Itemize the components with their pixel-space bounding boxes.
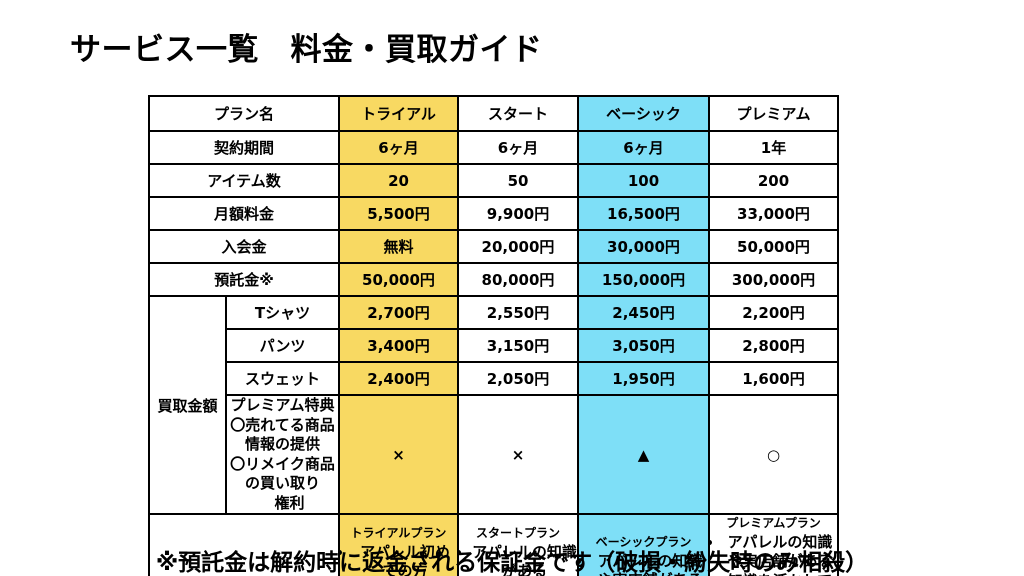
value-cell: 2,800円 bbox=[708, 328, 839, 363]
value-cell: 6ヶ月 bbox=[338, 130, 459, 165]
value-cell: 2,400円 bbox=[338, 361, 459, 396]
table-row-monthly-fee: 月額料金 5,500円 9,900円 16,500円 33,000円 bbox=[148, 196, 839, 231]
bullet: アパレルの知識や実店舗がある bbox=[723, 533, 836, 571]
plan-header-start: スタート bbox=[457, 95, 579, 132]
bullet: アパレル初めての方 bbox=[353, 543, 456, 576]
value-cell: 20,000円 bbox=[457, 229, 579, 264]
value-cell: 33,000円 bbox=[708, 196, 839, 231]
premium-benefit-label: プレミアム特典 〇売れてる商品情報の提供 〇リメイク商品の買い取り 権利 bbox=[225, 394, 340, 515]
row-label: 契約期間 bbox=[148, 130, 340, 165]
table-row-admission-fee: 入会金 無料 20,000円 30,000円 50,000円 bbox=[148, 229, 839, 264]
table-row-buyback-sweat: スウェット 2,400円 2,050円 1,950円 1,600円 bbox=[149, 361, 839, 396]
plan-header-premium: プレミアム bbox=[708, 95, 839, 132]
value-cell: 無料 bbox=[338, 229, 459, 264]
description-start-bullets: アパレルの知識がある ある程度のボリュームをつけながら、当店商品を満遍なく選びた… bbox=[460, 543, 576, 576]
value-cell: 100 bbox=[577, 163, 710, 198]
plan-header-basic: ベーシック bbox=[577, 95, 710, 132]
value-cell: 50,000円 bbox=[708, 229, 839, 264]
row-label: 月額料金 bbox=[148, 196, 340, 231]
value-cell: 2,450円 bbox=[577, 295, 710, 330]
table-row-contract-period: 契約期間 6ヶ月 6ヶ月 6ヶ月 1年 bbox=[148, 130, 839, 165]
row-label: 入会金 bbox=[148, 229, 340, 264]
benefit-symbol-trial: × bbox=[338, 394, 459, 515]
buyback-item-label: Tシャツ bbox=[225, 295, 340, 330]
plan-header-trial: トライアル bbox=[338, 95, 459, 132]
description-basic: ベーシックプラン アパレルの知識や実店舗がある 当店商品を満遍なく選びたい方 リ… bbox=[577, 513, 710, 576]
buyback-group-label: 買取金額 bbox=[148, 295, 227, 515]
table-row-buyback-tshirt: 買取金額 Tシャツ 2,700円 2,550円 2,450円 2,200円 bbox=[148, 295, 839, 515]
value-cell: 2,200円 bbox=[708, 295, 839, 330]
table-row-plan-description: プラン説明 トライアルプラン アパレル初めての方 お手持ちの商品に併せてお手軽に… bbox=[148, 513, 839, 576]
bullet: アパレルの知識がある bbox=[472, 543, 576, 576]
premium-benefit-line: 権利 bbox=[274, 493, 305, 512]
plan-name-header: プラン名 bbox=[148, 95, 340, 132]
description-premium: プレミアムプラン アパレルの知識や実店舗がある 知識を活かして売れ筋を選びながら… bbox=[708, 513, 839, 576]
bullet: アパレルの知識や実店舗がある bbox=[592, 552, 707, 576]
description-trial: トライアルプラン アパレル初めての方 お手持ちの商品に併せてお手軽にボリュームを… bbox=[338, 513, 459, 576]
description-start: スタートプラン アパレルの知識がある ある程度のボリュームをつけながら、当店商品… bbox=[457, 513, 579, 576]
value-cell: 150,000円 bbox=[577, 262, 710, 297]
value-cell: 1,600円 bbox=[708, 361, 839, 396]
description-premium-bullets: アパレルの知識や実店舗がある 知識を活かして売れ筋を選びながら販売したい方 リメ… bbox=[711, 533, 836, 576]
value-cell: 9,900円 bbox=[457, 196, 579, 231]
value-cell: 6ヶ月 bbox=[457, 130, 579, 165]
value-cell: 2,050円 bbox=[457, 361, 579, 396]
benefit-symbol-premium: ○ bbox=[708, 394, 839, 515]
value-cell: 3,150円 bbox=[457, 328, 579, 363]
description-trial-title: トライアルプラン bbox=[350, 525, 447, 540]
description-basic-title: ベーシックプラン bbox=[595, 534, 692, 549]
description-start-title: スタートプラン bbox=[475, 525, 560, 540]
value-cell: 80,000円 bbox=[457, 262, 579, 297]
page-title: サービス一覧 料金・買取ガイド bbox=[70, 32, 543, 68]
value-cell: 6ヶ月 bbox=[577, 130, 710, 165]
value-cell: 1,950円 bbox=[577, 361, 710, 396]
value-cell: 2,700円 bbox=[338, 295, 459, 330]
value-cell: 1年 bbox=[708, 130, 839, 165]
row-label: 預託金※ bbox=[148, 262, 340, 297]
deposit-footnote: ※預託金は解約時に返金される保証金です（破損・紛失時のみ相殺） bbox=[155, 550, 869, 576]
value-cell: 3,400円 bbox=[338, 328, 459, 363]
description-trial-bullets: アパレル初めての方 お手持ちの商品に併せてお手軽にボリュームをつけたい方 bbox=[341, 543, 456, 576]
value-cell: 50,000円 bbox=[338, 262, 459, 297]
table-row-buyback-pants: パンツ 3,400円 3,150円 3,050円 2,800円 bbox=[149, 328, 839, 363]
value-cell: 3,050円 bbox=[577, 328, 710, 363]
value-cell: 30,000円 bbox=[577, 229, 710, 264]
value-cell: 50 bbox=[457, 163, 579, 198]
value-cell: 200 bbox=[708, 163, 839, 198]
value-cell: 16,500円 bbox=[577, 196, 710, 231]
value-cell: 300,000円 bbox=[708, 262, 839, 297]
description-basic-bullets: アパレルの知識や実店舗がある 当店商品を満遍なく選びたい方 リメイク商品に興味が… bbox=[580, 552, 707, 576]
buyback-item-label: パンツ bbox=[225, 328, 340, 363]
bullet: 知識を活かして売れ筋を選びながら販売したい方 bbox=[723, 572, 836, 576]
value-cell: 2,550円 bbox=[457, 295, 579, 330]
buyback-item-label: スウェット bbox=[225, 361, 340, 396]
row-label: アイテム数 bbox=[148, 163, 340, 198]
premium-benefit-line: 〇売れてる商品情報の提供 bbox=[230, 415, 335, 454]
description-premium-title: プレミアムプラン bbox=[726, 516, 821, 530]
value-cell: 20 bbox=[338, 163, 459, 198]
value-cell: 5,500円 bbox=[338, 196, 459, 231]
benefit-symbol-start: × bbox=[457, 394, 579, 515]
table-row-deposit: 預託金※ 50,000円 80,000円 150,000円 300,000円 bbox=[148, 262, 839, 297]
benefit-symbol-basic: ▲ bbox=[577, 394, 710, 515]
table-row-item-count: アイテム数 20 50 100 200 bbox=[148, 163, 839, 198]
pricing-table: プラン名 トライアル スタート ベーシック プレミアム 契約期間 6ヶ月 6ヶ月… bbox=[148, 95, 839, 576]
premium-benefit-title: プレミアム特典 bbox=[230, 396, 335, 414]
description-label: プラン説明 bbox=[148, 513, 340, 576]
table-row-header: プラン名 トライアル スタート ベーシック プレミアム bbox=[148, 95, 839, 132]
table-row-premium-benefit: プレミアム特典 〇売れてる商品情報の提供 〇リメイク商品の買い取り 権利 × ×… bbox=[149, 394, 839, 515]
premium-benefit-line: 〇リメイク商品の買い取り bbox=[230, 454, 335, 493]
